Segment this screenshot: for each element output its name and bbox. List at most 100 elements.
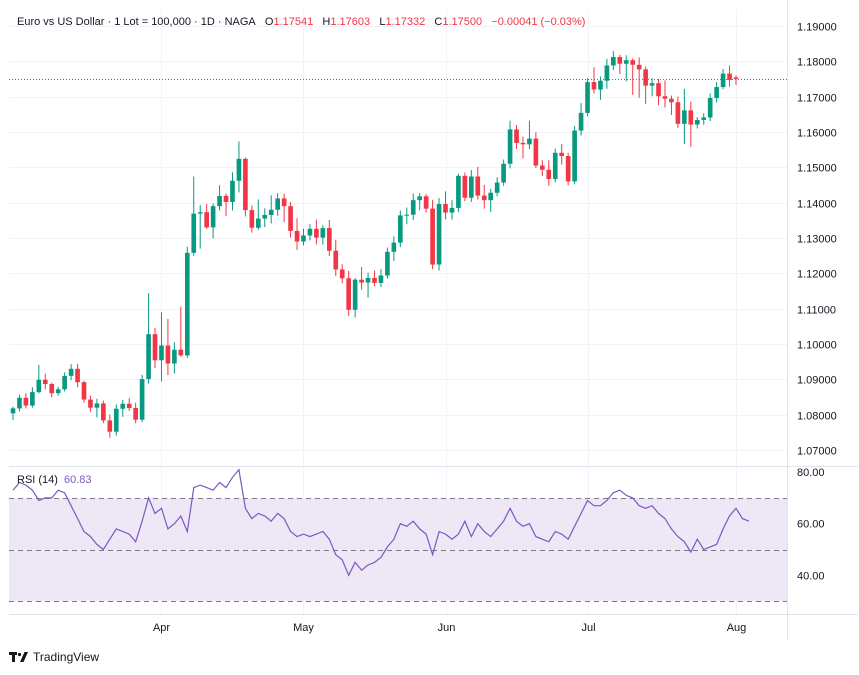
rsi-tick-label: 40.00	[797, 570, 825, 582]
candle	[385, 247, 390, 279]
price-tick-label: 1.14000	[797, 199, 837, 211]
candle	[727, 65, 732, 87]
axes: 1.19000 1.18000 1.17000 1.16000 1.15000 1.140…	[153, 22, 837, 635]
candle	[288, 201, 293, 238]
time-tick-label: May	[293, 622, 314, 634]
grid	[9, 0, 858, 640]
candle	[352, 277, 358, 318]
candle	[378, 269, 384, 288]
candle	[191, 176, 197, 256]
change-value: −0.00041 (−0.03%)	[491, 16, 586, 28]
candle	[365, 272, 371, 298]
candle	[339, 264, 345, 284]
candle	[372, 270, 377, 287]
candle	[469, 170, 474, 202]
candle	[30, 387, 35, 408]
candle	[462, 172, 468, 202]
candle	[649, 78, 655, 97]
candle	[656, 78, 661, 106]
time-tick-label: Jun	[438, 622, 456, 634]
rsi-tick-label: 80.00	[797, 467, 825, 479]
price-tick-label: 1.17000	[797, 93, 837, 105]
candle	[88, 395, 93, 412]
candle	[559, 143, 565, 165]
time-tick-label: Apr	[153, 622, 170, 634]
candle	[643, 66, 648, 105]
candle	[81, 380, 87, 403]
candle	[481, 184, 487, 209]
candle	[165, 318, 171, 376]
candle	[301, 228, 306, 246]
candle	[49, 382, 55, 398]
candle	[410, 193, 416, 220]
candle	[720, 69, 726, 90]
price-tick-label: 1.15000	[797, 163, 837, 175]
candle	[669, 95, 674, 115]
candle	[611, 51, 616, 71]
candle	[178, 306, 184, 357]
candle	[456, 173, 461, 213]
candle	[172, 342, 177, 374]
candle	[320, 225, 326, 245]
candle	[152, 327, 158, 369]
candle	[94, 398, 100, 418]
candle	[139, 374, 145, 422]
price-tick-label: 1.08000	[797, 411, 837, 423]
branding-text: TradingView	[33, 650, 100, 664]
candle	[546, 160, 552, 186]
time-tick-label: Jul	[581, 622, 595, 634]
candle	[10, 406, 16, 421]
candle	[585, 78, 590, 117]
candle	[417, 193, 423, 211]
rsi-legend: RSI (14) 60.83	[17, 474, 92, 486]
candle	[197, 205, 203, 249]
candle	[120, 399, 126, 417]
candle	[75, 363, 80, 388]
price-tick-label: 1.12000	[797, 269, 837, 281]
candle	[101, 400, 106, 424]
candle	[565, 152, 571, 186]
candle	[42, 373, 48, 390]
candle	[62, 372, 67, 392]
candle	[255, 199, 261, 230]
candle	[475, 166, 481, 200]
candle	[262, 208, 268, 228]
open-value: 1.17541	[273, 16, 314, 28]
rsi-tick-label: 60.00	[797, 519, 825, 531]
candle	[230, 172, 235, 211]
candle	[307, 224, 313, 241]
price-tick-label: 1.18000	[797, 57, 837, 69]
open-label: O	[264, 16, 274, 28]
candle	[314, 219, 319, 245]
candle	[533, 132, 539, 169]
candle	[68, 364, 74, 381]
price-tick-label: 1.10000	[797, 340, 837, 352]
candle	[520, 136, 526, 159]
candle	[662, 80, 668, 108]
low-value: 1.17332	[385, 16, 426, 28]
candle	[159, 312, 164, 382]
candle	[578, 102, 584, 136]
candle	[623, 55, 629, 82]
close-label: C	[434, 16, 443, 28]
candle	[707, 93, 713, 121]
candle	[714, 82, 719, 103]
tradingview-logo[interactable]: TradingView	[9, 650, 99, 664]
candle	[210, 203, 216, 239]
candle	[223, 193, 229, 217]
candle	[494, 177, 500, 197]
price-tick-label: 1.09000	[797, 375, 837, 387]
candle	[604, 58, 610, 89]
candle	[404, 207, 410, 225]
candle	[17, 394, 22, 412]
candle	[275, 193, 280, 216]
price-tick-label: 1.13000	[797, 234, 837, 246]
candle	[598, 76, 603, 100]
candle	[184, 246, 190, 358]
symbol-legend: Euro vs US Dollar · 1 Lot = 100,000 · 1D…	[17, 16, 585, 28]
price-tick-label: 1.16000	[797, 128, 837, 140]
candle	[617, 54, 623, 74]
candle	[113, 404, 119, 436]
candle	[281, 193, 287, 223]
